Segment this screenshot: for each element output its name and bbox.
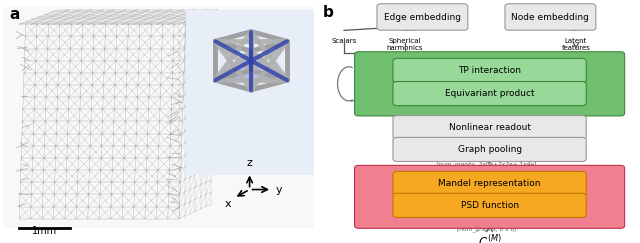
FancyBboxPatch shape [355,165,625,228]
Text: [num_nodes, ndim x (0e+1o+2e+3e+4e)]: [num_nodes, ndim x (0e+1o+2e+3e+4e)] [424,117,549,122]
Text: Latent
features: Latent features [561,38,591,51]
Text: Edge embedding: Edge embedding [384,12,461,22]
Text: x: x [225,199,232,209]
FancyBboxPatch shape [3,7,314,228]
Text: Mandel representation: Mandel representation [438,179,541,188]
Text: MACE message passing: MACE message passing [436,62,543,71]
Text: y: y [275,184,282,195]
Text: Node embedding: Node embedding [511,12,589,22]
Text: [num_graphs, 6 x 6]: [num_graphs, 6 x 6] [457,226,516,232]
Text: Equivariant product: Equivariant product [445,89,534,98]
Text: [num_graphs, 2x0e+2x2e+ 1x4e]: [num_graphs, 2x0e+2x2e+ 1x4e] [436,161,536,166]
FancyBboxPatch shape [393,172,586,195]
Text: TP interaction: TP interaction [458,66,521,75]
FancyBboxPatch shape [393,138,586,161]
Text: z: z [246,158,253,168]
Text: Spherical
harmonics: Spherical harmonics [387,38,423,51]
Text: $C^{(M)}$: $C^{(M)}$ [477,234,502,243]
FancyBboxPatch shape [377,4,468,30]
Text: [num_nodes, ndims (0e+1o+2e+3e+4e)]: [num_nodes, ndims (0e+1o+2e+3e+4e)] [425,139,548,145]
FancyBboxPatch shape [393,59,586,83]
FancyBboxPatch shape [393,193,586,217]
Text: 1mm: 1mm [32,226,58,236]
FancyBboxPatch shape [186,10,314,175]
Text: PSD function: PSD function [461,201,518,210]
Text: Graph pooling: Graph pooling [458,145,522,154]
Text: Scalars: Scalars [332,38,356,44]
FancyBboxPatch shape [393,82,586,105]
FancyBboxPatch shape [505,4,596,30]
Text: Nonlinear readout: Nonlinear readout [449,123,531,132]
Text: a: a [10,7,20,22]
Text: PSD stack: PSD stack [467,175,512,185]
FancyBboxPatch shape [355,52,625,116]
Text: b: b [323,5,334,20]
FancyBboxPatch shape [393,116,586,139]
Polygon shape [215,51,287,80]
